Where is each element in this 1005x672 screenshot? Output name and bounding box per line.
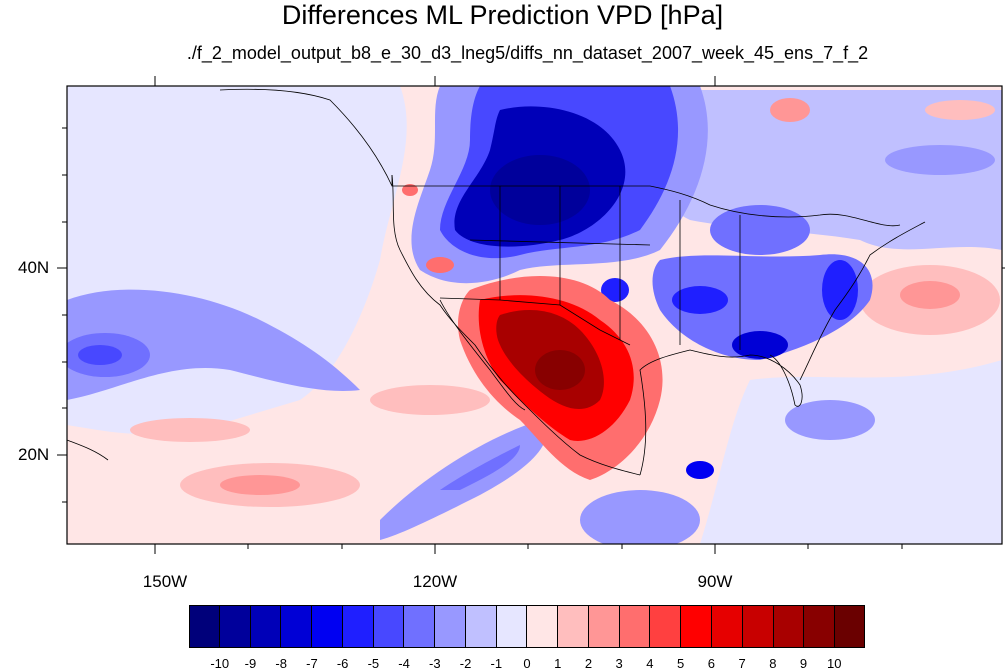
- colorbar-tick-label: -1: [490, 656, 503, 671]
- colorbar-tick-label: 1: [554, 656, 562, 671]
- lat-label-20n: 20N: [18, 445, 50, 464]
- colorbar-tick-label: 4: [646, 656, 654, 671]
- colorbar-swatch: [773, 605, 805, 648]
- colorbar-tick-label: 7: [738, 656, 746, 671]
- colorbar-tick-label: -6: [336, 656, 349, 671]
- colorbar-swatch: [558, 605, 589, 648]
- tick-marks: [57, 76, 1005, 554]
- colorbar-tick-label: 6: [707, 656, 715, 671]
- map-title: Differences ML Prediction VPD [hPa]: [281, 0, 724, 30]
- colorbar-swatch: [804, 605, 836, 648]
- lon-label-120w: 120W: [412, 572, 458, 591]
- coastlines: [66, 88, 926, 476]
- colorbar-tick-label: 10: [827, 656, 842, 671]
- southeast-negative-core: [732, 331, 788, 359]
- colorbar-tick-label: 0: [523, 656, 531, 671]
- colorbar-swatch: [742, 605, 774, 648]
- colorbar-swatch: [496, 605, 528, 648]
- colorbar: [189, 605, 865, 648]
- colorbar-swatch: [250, 605, 282, 648]
- colorbar-tick-label: 2: [584, 656, 593, 671]
- map-subtitle: ./f_2_model_output_b8_e_30_d3_lneg5/diff…: [186, 43, 869, 63]
- colorbar-tick-label: -4: [398, 656, 410, 671]
- colorbar-swatch: [650, 605, 682, 648]
- colorbar-swatch: [712, 605, 743, 648]
- colorbar-frame: [189, 605, 865, 648]
- colorbar-tick-label: 8: [769, 656, 777, 671]
- colorbar-swatch: [342, 605, 374, 648]
- pacific-negative-band: [67, 289, 360, 400]
- colorbar-tick-label: -7: [306, 656, 318, 671]
- colorbar-swatch: [835, 605, 865, 648]
- colorbar-swatch: [312, 605, 343, 648]
- colorbar-swatch: [681, 605, 713, 648]
- colorbar-swatch: [189, 605, 220, 648]
- colorbar-tick-label: 5: [677, 656, 685, 671]
- colorbar-tick-label: 3: [615, 656, 623, 671]
- colorbar-swatch: [465, 605, 497, 648]
- lon-label-150w: 150W: [142, 572, 188, 591]
- lat-label-40n: 40N: [18, 258, 50, 277]
- anomaly-field: [67, 86, 1002, 544]
- colorbar-tick-label: -2: [459, 656, 472, 671]
- colorbar-tick-label: -9: [244, 656, 257, 671]
- colorbar-tick-label: -5: [367, 656, 380, 671]
- colorbar-swatch: [527, 605, 559, 648]
- colorbar-tick-label: -3: [429, 656, 441, 671]
- lon-label-90w: 90W: [697, 572, 733, 591]
- colorbar-tick-label: -8: [275, 656, 287, 671]
- colorbar-swatch: [588, 605, 620, 648]
- colorbar-swatch: [281, 605, 313, 648]
- colorbar-tick-label: -10: [210, 656, 230, 671]
- colorbar-swatch: [619, 605, 651, 648]
- colorbar-swatch: [219, 605, 251, 648]
- colorbar-swatch: [404, 605, 436, 648]
- colorbar-tick-label: 9: [799, 656, 808, 671]
- colorbar-swatch: [435, 605, 466, 648]
- colorbar-swatch: [373, 605, 405, 648]
